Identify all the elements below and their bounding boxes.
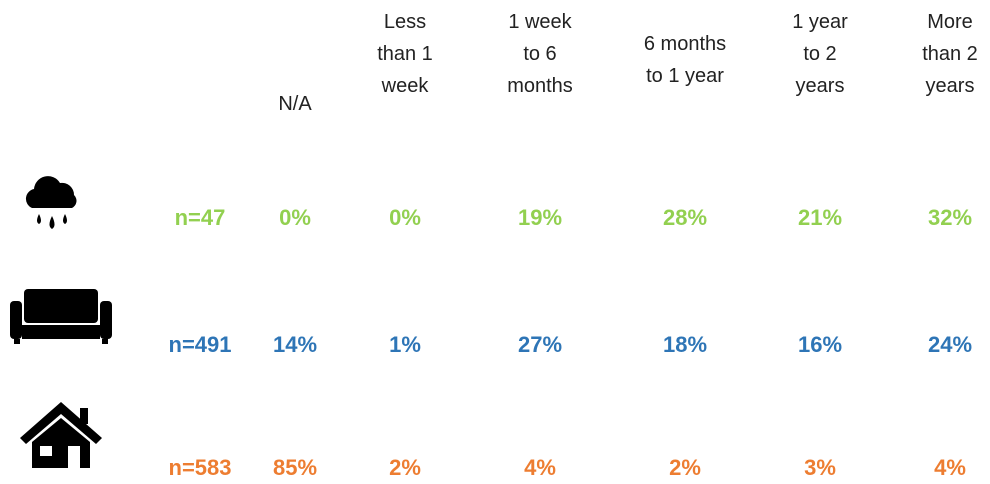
percent-cell: 16% (797, 332, 843, 357)
rain-icon (25, 176, 77, 229)
percent-cell: 85% (272, 455, 318, 480)
sample-size: n=47 (174, 205, 226, 230)
percent-cell: 24% (927, 332, 973, 357)
header-line: years (795, 75, 845, 97)
header-line: week (381, 75, 429, 97)
sample-size: n=491 (168, 332, 232, 357)
header-line: More (927, 11, 973, 33)
header-line: 6 months (643, 33, 727, 55)
header-line: than 2 (922, 43, 978, 65)
percent-cell: 1% (389, 332, 421, 357)
sample-size: n=583 (168, 455, 232, 480)
column-header: N/A (230, 88, 360, 120)
couch-icon (10, 289, 112, 344)
percent-cell: 4% (524, 455, 556, 480)
percent-cell: 0% (389, 205, 421, 230)
header-line: 1 week (508, 11, 572, 33)
column-header: 1 year to 2 years (755, 6, 885, 102)
percent-cell: 32% (927, 205, 973, 230)
percent-cell: 3% (804, 455, 836, 480)
header-line: to 6 (523, 43, 557, 65)
header-line: years (925, 75, 975, 97)
header-line: to 2 (803, 43, 837, 65)
percent-cell: 28% (662, 205, 708, 230)
column-header: 6 months to 1 year (620, 28, 750, 92)
header-line: Less (383, 11, 427, 33)
header-line: months (507, 75, 573, 97)
percent-cell: 27% (517, 332, 563, 357)
column-header: More than 2 years (885, 6, 990, 102)
percent-cell: 2% (389, 455, 421, 480)
percent-cell: 2% (669, 455, 701, 480)
column-header: 1 week to 6 months (475, 6, 605, 102)
percent-cell: 14% (272, 332, 318, 357)
house-icon (20, 402, 102, 468)
percent-cell: 18% (662, 332, 708, 357)
header-line: N/A (278, 93, 312, 115)
percent-cell: 21% (797, 205, 843, 230)
percent-cell: 19% (517, 205, 563, 230)
column-header: Less than 1 week (340, 6, 470, 102)
header-line: 1 year (792, 11, 848, 33)
header-line: than 1 (377, 43, 433, 65)
percent-cell: 4% (934, 455, 966, 480)
header-line: to 1 year (646, 65, 724, 87)
percent-cell: 0% (279, 205, 311, 230)
